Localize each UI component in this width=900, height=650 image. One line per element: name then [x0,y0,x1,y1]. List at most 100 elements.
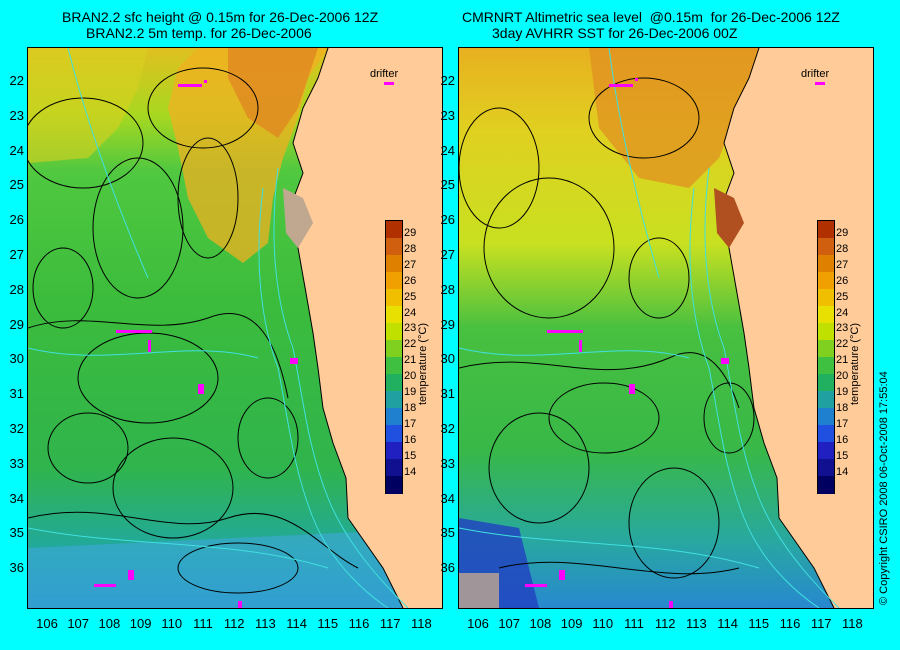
lon-tick: 110 [161,616,183,631]
left-title-line2: BRAN2.2 5m temp. for 26-Dec-2006 [86,25,312,41]
lat-tick: 34 [440,490,455,506]
colorbar-tick: 21 [836,354,849,367]
colorbar-tick: 19 [836,386,849,398]
colorbar-segment [386,340,402,359]
bathymetry-contours [28,48,409,608]
colorbar-segment [818,357,834,376]
lat-tick: 32 [440,421,455,436]
right-map-svg [459,48,873,608]
colorbar-segment [818,289,834,308]
colorbar-right [817,220,835,495]
lon-tick: 109 [129,616,152,631]
lat-tick: 25 [440,177,455,193]
lon-tick: 106 [36,616,58,631]
lon-tick: 111 [193,616,213,631]
colorbar-segment [386,459,402,478]
lat-tick: 22 [440,73,455,88]
colorbar-segment [818,272,834,291]
lon-tick: 116 [779,616,801,631]
bathymetry-contours [459,48,840,608]
colorbar-tick: 24 [836,306,849,319]
lon-tick: 107 [67,616,90,631]
colorbar-segment [386,221,402,240]
right-map-panel [458,47,874,609]
colorbar-tick: 19 [404,386,417,398]
colorbar-tick: 29 [404,227,417,239]
colorbar-segment [386,238,402,257]
colorbar-tick: 15 [404,449,417,462]
colorbar-segment [818,425,834,444]
land-mass [288,48,442,608]
lon-tick: 118 [411,616,432,631]
colorbar-segment [818,408,834,427]
lon-tick: 108 [98,616,121,631]
colorbar-segment [818,306,834,325]
coastline [718,48,835,608]
colorbar-segment [818,323,834,342]
colorbar-tick: 26 [836,274,849,287]
lat-tick: 33 [9,455,24,471]
lat-tick: 34 [9,490,24,506]
lon-tick: 107 [498,616,521,631]
lat-tick: 36 [9,560,24,576]
shelf-region [714,188,744,248]
drifter-tracks [525,78,825,608]
colorbar-segment [818,255,834,274]
lat-tick: 23 [440,107,455,123]
lon-tick: 114 [717,616,738,631]
warm-core-region [228,48,318,138]
colorbar-tick: 23 [404,322,417,335]
lon-tick: 113 [255,616,276,631]
lat-tick: 31 [9,386,24,402]
lat-tick: 29 [440,316,455,332]
lat-tick: 28 [9,281,24,297]
lon-tick: 106 [467,616,489,631]
lon-tick: 113 [686,616,707,631]
colorbar-tick: 22 [836,338,849,351]
lon-tick: 117 [379,616,401,631]
warm-core-region [589,48,759,188]
lat-tick: 23 [9,107,24,123]
lon-tick: 116 [348,616,370,631]
colorbar-segment [386,357,402,376]
right-title-line1: CMRNRT Altimetric sea level @0.15m for 2… [462,9,840,25]
colorbar-left [385,220,403,495]
colorbar-tick: 24 [404,306,417,319]
colorbar-tick: 23 [836,322,849,335]
left-map-panel [27,47,443,609]
lon-tick: 112 [654,616,676,631]
lon-tick: 118 [842,616,863,631]
sea-level-contours [459,77,755,579]
colorbar-segment [386,289,402,308]
shelf-island [283,188,313,248]
colorbar-label-left: temperature (°C) [417,322,429,405]
lat-tick: 27 [9,247,24,262]
lon-tick: 109 [560,616,583,631]
lat-tick: 25 [9,177,24,193]
lat-tick: 26 [9,212,24,228]
sea-level-contours [28,67,359,594]
colorbar-segment [386,476,402,495]
copyright-text: © Copyright CSIRO 2008 06-Oct-2008 17:55… [878,371,890,605]
left-map-svg [28,48,442,608]
lat-tick: 35 [440,525,455,541]
colorbar-tick: 20 [404,370,417,383]
colorbar-segment [386,391,402,410]
lat-tick: 24 [440,142,455,158]
coastline [287,48,404,608]
colorbar-tick: 18 [404,401,417,414]
colorbar-segment [818,476,834,495]
colorbar-segment [386,425,402,444]
lat-tick: 35 [9,525,24,541]
lon-tick: 110 [592,616,614,631]
colorbar-tick: 17 [404,417,417,430]
colorbar-tick: 15 [836,449,849,462]
lat-tick: 28 [440,281,455,297]
colorbar-tick: 28 [404,242,417,255]
colorbar-segment [818,442,834,461]
drifter-label-left: drifter [370,68,399,80]
colorbar-segment [386,442,402,461]
colorbar-segment [818,391,834,410]
colorbar-segment [818,221,834,240]
left-title-line1: BRAN2.2 sfc height @ 0.15m for 26-Dec-20… [62,9,379,25]
